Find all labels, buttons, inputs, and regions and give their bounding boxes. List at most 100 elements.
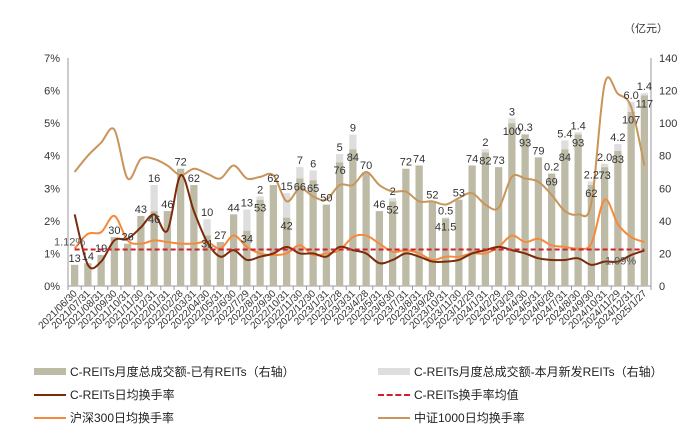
- bar-existing: [110, 237, 119, 286]
- bar-value-label: 62: [188, 173, 200, 185]
- combo-chart: 0%1%2%3%4%5%6%7%0204060801001201402021/0…: [37, 53, 678, 332]
- bar-existing: [561, 149, 569, 286]
- bar-new-value-label: 1.4: [637, 81, 652, 93]
- legend-label: C-REITs月度总成交额-已有REITs（右轴）: [70, 365, 295, 379]
- bar-existing: [587, 185, 596, 286]
- bar-new-value-label: 2.2: [584, 169, 599, 181]
- bar-existing: [455, 199, 463, 286]
- bar-new-value-label: 5.4: [557, 128, 572, 140]
- bar-new-value-label: 15: [281, 181, 293, 193]
- bar-value-label: 50: [320, 193, 332, 205]
- legend-item-existing-reits: C-REITs月度总成交额-已有REITs（右轴）: [34, 363, 295, 380]
- legend-label: C-REITs月度总成交额-本月新发REITs（右轴）: [414, 365, 663, 379]
- right-tick-label: 120: [659, 86, 677, 98]
- legend-label: C-REITs换手率均值: [414, 388, 519, 402]
- dashed-line-swatch-icon: [378, 393, 410, 396]
- bar-existing: [494, 167, 503, 286]
- left-tick-label: 1%: [44, 248, 60, 260]
- start-avg-annotation: 1.12%: [54, 237, 85, 249]
- bar-existing: [282, 217, 291, 286]
- bar-new-value-label: 10: [201, 207, 213, 219]
- bar-new: [614, 143, 622, 151]
- bar-value-label: 52: [387, 204, 399, 216]
- bar-new: [481, 149, 490, 153]
- bar-value-label: 93: [519, 138, 531, 150]
- bar-new-value-label: 7: [297, 155, 303, 167]
- bar-new-value-label: 16: [148, 173, 160, 185]
- bar-existing: [150, 211, 158, 286]
- bar-existing: [415, 165, 423, 286]
- bar-existing: [216, 242, 225, 286]
- bar-existing: [614, 150, 622, 286]
- bar-value-label: 73: [599, 170, 611, 182]
- bar-existing: [428, 201, 437, 286]
- left-tick-label: 4%: [44, 151, 60, 163]
- bar-new-value-label: 2: [390, 186, 396, 198]
- legend-item-new-reits: C-REITs月度总成交额-本月新发REITs（右轴）: [378, 363, 663, 380]
- bar-value-label: 14: [82, 251, 94, 263]
- bar-value-label: 100: [503, 126, 521, 138]
- bar-value-label: 84: [559, 152, 571, 164]
- bar-new-value-label: 5: [337, 142, 343, 154]
- bar-new: [282, 193, 291, 218]
- bar-existing: [190, 185, 198, 286]
- left-tick-label: 5%: [44, 118, 60, 130]
- bar-value-label: 117: [636, 98, 654, 110]
- bar-value-label: 19: [95, 243, 107, 255]
- bar-value-label: 53: [254, 203, 266, 215]
- bar-existing: [137, 215, 145, 286]
- bar-new: [388, 198, 397, 202]
- bar-existing: [322, 204, 331, 286]
- end-value-annotation: 1.09%: [605, 255, 636, 267]
- right-tick-label: 60: [659, 183, 671, 195]
- bar-value-label: 70: [360, 160, 372, 172]
- bar-value-label: 82: [479, 155, 491, 167]
- bar-value-label: 26: [122, 232, 134, 244]
- bar-value-label: 107: [622, 115, 640, 127]
- bar-existing: [84, 263, 92, 286]
- bar-new-value-label: 6: [310, 158, 316, 170]
- bar-new: [256, 196, 264, 200]
- bar-value-label: 31: [201, 239, 213, 251]
- bar-value-label: 73: [493, 155, 505, 167]
- bar-existing: [547, 173, 556, 286]
- bar-new-value-label: 2: [257, 184, 263, 196]
- right-tick-label: 80: [659, 151, 671, 163]
- bar-existing: [534, 157, 543, 286]
- bar-new-value-label: 9: [350, 123, 356, 135]
- bar-existing: [627, 111, 635, 286]
- legend-item-hs300: 沪深300日均换手率: [34, 409, 174, 426]
- legend-item-creits-turnover: C-REITs日均换手率: [34, 386, 175, 403]
- bar-value-label: 42: [281, 221, 293, 233]
- left-tick-label: 0%: [44, 281, 60, 293]
- bar-value-label: 46: [161, 199, 173, 211]
- bar-existing: [441, 218, 450, 286]
- line-swatch-icon: [34, 393, 66, 396]
- bar-new: [561, 140, 569, 150]
- bar-value-label: 84: [347, 152, 359, 164]
- bar-new-value-label: 2: [482, 137, 488, 149]
- bar-new: [203, 219, 211, 236]
- left-tick-label: 6%: [44, 86, 60, 98]
- bar-existing: [574, 134, 582, 286]
- right-tick-label: 140: [659, 53, 677, 65]
- bar-existing: [309, 180, 317, 286]
- bar-existing: [508, 123, 516, 287]
- line-series: [73, 76, 646, 218]
- bar-new-value-label: 0.2: [544, 161, 559, 173]
- left-tick-label: 2%: [44, 216, 60, 228]
- legend-label: 中证1000日均换手率: [414, 411, 525, 425]
- bar-value-label: 52: [426, 189, 438, 201]
- bar-existing: [362, 172, 370, 286]
- bar-existing: [521, 134, 529, 286]
- right-tick-label: 40: [659, 216, 671, 228]
- right-tick-label: 100: [659, 118, 677, 130]
- bar-value-label: 43: [135, 204, 147, 216]
- bar-value-label: 53: [453, 188, 465, 200]
- bar-value-label: 93: [572, 138, 584, 150]
- bar-value-label: 72: [400, 157, 412, 169]
- bar-existing: [640, 95, 649, 286]
- bar-value-label: 46: [148, 214, 160, 226]
- legend-label: C-REITs日均换手率: [70, 388, 175, 402]
- line-series: [73, 198, 645, 261]
